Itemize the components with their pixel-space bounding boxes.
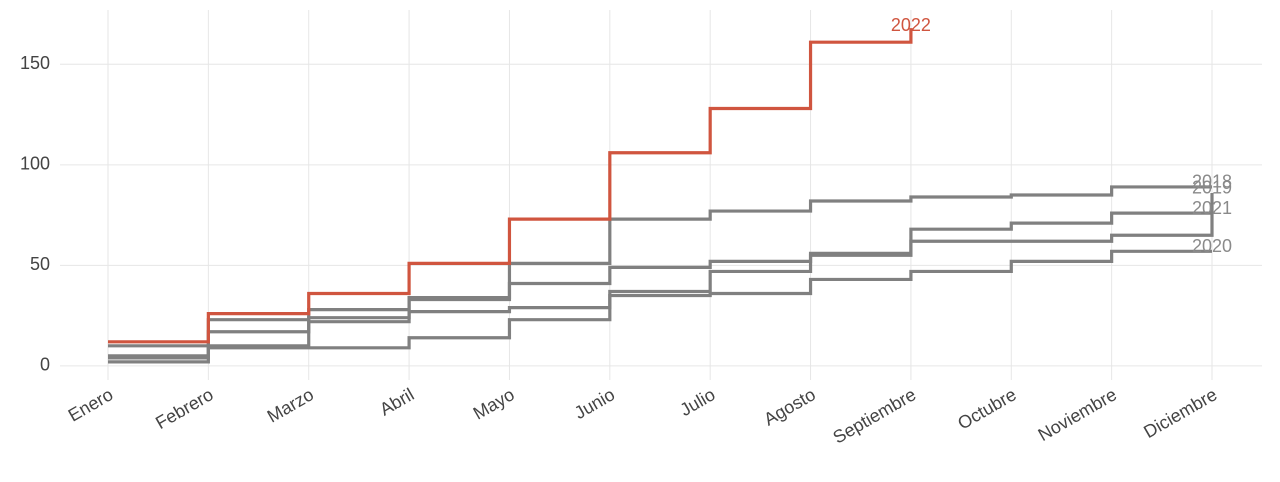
x-tick-label: Diciembre <box>1140 384 1220 442</box>
step-line <box>108 249 1212 364</box>
series-label: 2020 <box>1192 236 1232 256</box>
x-tick-label: Octubre <box>954 384 1019 433</box>
y-tick-label: 150 <box>20 53 50 73</box>
x-tick-label: Enero <box>65 384 117 425</box>
step-line <box>108 211 1212 360</box>
x-tick-label: Septiembre <box>830 384 920 447</box>
y-tick-label: 50 <box>30 254 50 274</box>
series-label: 2021 <box>1192 198 1232 218</box>
step-line <box>108 28 913 344</box>
x-tick-label: Febrero <box>152 384 217 433</box>
series-label: 2018 <box>1192 172 1232 192</box>
y-tick-label: 0 <box>40 355 50 375</box>
x-tick-label: Abril <box>376 384 417 419</box>
x-tick-label: Marzo <box>264 384 317 426</box>
x-tick-label: Julio <box>676 384 718 420</box>
x-tick-label: Mayo <box>470 384 518 423</box>
x-tick-label: Noviembre <box>1035 384 1120 445</box>
y-tick-label: 100 <box>20 154 50 174</box>
x-tick-label: Agosto <box>760 384 819 429</box>
step-line <box>108 192 1214 358</box>
series-label: 2019 <box>1192 178 1232 198</box>
series-label: 2022 <box>891 15 931 35</box>
x-tick-label: Junio <box>571 384 618 423</box>
